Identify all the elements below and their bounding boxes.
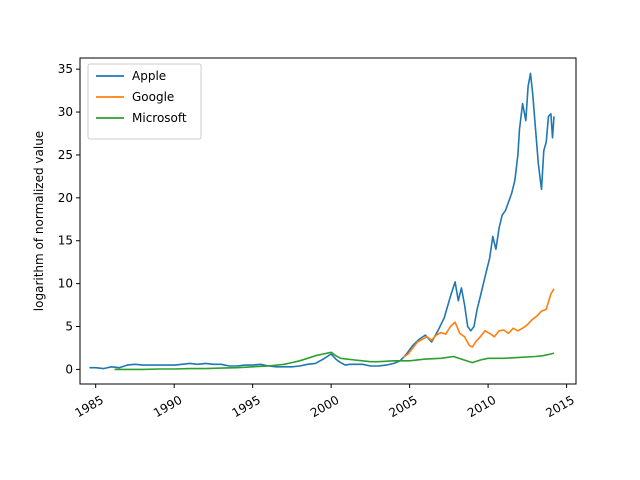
legend-label-microsoft: Microsoft bbox=[132, 111, 187, 125]
y-tick-label: 30 bbox=[58, 105, 73, 119]
series-line-microsoft bbox=[114, 351, 555, 371]
legend-label-google: Google bbox=[132, 90, 174, 104]
y-tick-label: 10 bbox=[58, 277, 73, 291]
y-tick-label: 20 bbox=[58, 191, 73, 205]
series-lines bbox=[89, 72, 555, 371]
legend-box bbox=[87, 63, 202, 140]
series-line-apple bbox=[89, 72, 555, 370]
y-tick-label: 35 bbox=[58, 62, 73, 76]
legend-label-apple: Apple bbox=[132, 69, 166, 83]
y-tick-label: 0 bbox=[65, 362, 73, 376]
y-tick-label: 25 bbox=[58, 148, 73, 162]
legend: Apple Google Microsoft bbox=[87, 63, 202, 140]
plot-frame bbox=[79, 57, 577, 385]
y-tick-label: 15 bbox=[58, 234, 73, 248]
y-axis-label: logarithm of normalized value bbox=[32, 131, 46, 311]
y-axis: 0 5 10 15 20 25 30 35 bbox=[58, 62, 80, 376]
y-tick-label: 5 bbox=[65, 320, 73, 334]
series-line-google bbox=[402, 288, 555, 359]
